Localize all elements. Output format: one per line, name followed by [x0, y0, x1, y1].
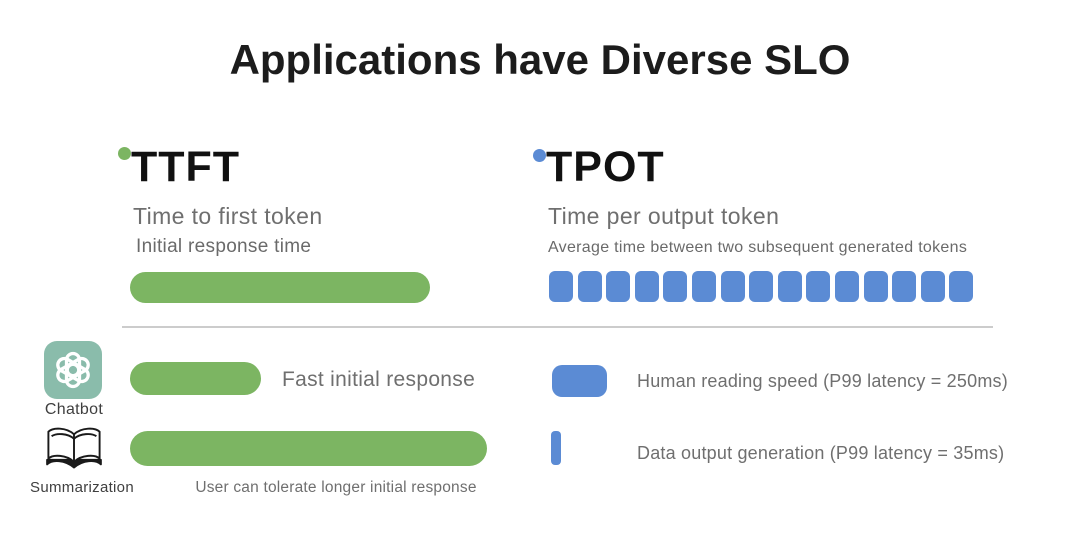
- ttft-description: Initial response time: [136, 236, 312, 257]
- tpot-description: Average time between two subsequent gene…: [548, 239, 968, 256]
- tpot-token-row: [549, 271, 974, 302]
- chatbot-tpot-bar: [552, 365, 607, 397]
- ttft-bullet-dot: [118, 147, 131, 160]
- ttft-heading: TTFT: [131, 143, 241, 191]
- tpot-full-name: Time per output token: [548, 203, 780, 229]
- tpot-bullet-dot: [533, 149, 546, 162]
- summarization-ttft-note: User can tolerate longer initial respons…: [195, 479, 477, 496]
- tpot-token-square: [920, 271, 945, 302]
- tpot-token-square: [863, 271, 888, 302]
- chatbot-label: Chatbot: [44, 401, 104, 418]
- tpot-token-square: [892, 271, 917, 302]
- open-book-icon: [46, 427, 102, 469]
- tpot-token-square: [949, 271, 974, 302]
- ttft-full-name: Time to first token: [133, 203, 323, 229]
- tpot-token-square: [749, 271, 774, 302]
- tpot-heading: TPOT: [546, 143, 665, 191]
- summarization-ttft-bar: [130, 431, 487, 466]
- chatgpt-logo-icon: [44, 341, 102, 399]
- chatbot-ttft-bar: [130, 362, 261, 395]
- slide-title: Applications have Diverse SLO: [229, 36, 851, 83]
- tpot-token-square: [691, 271, 716, 302]
- tpot-token-square: [577, 271, 602, 302]
- tpot-token-square: [777, 271, 802, 302]
- tpot-token-square: [806, 271, 831, 302]
- summarization-tpot-bar: [551, 431, 561, 465]
- tpot-token-square: [606, 271, 631, 302]
- summarization-label: Summarization: [30, 479, 134, 496]
- tpot-token-square: [834, 271, 859, 302]
- tpot-token-square: [663, 271, 688, 302]
- chatbot-ttft-note: Fast initial response: [282, 368, 476, 391]
- section-divider: [122, 326, 993, 328]
- tpot-token-square: [634, 271, 659, 302]
- tpot-token-square: [720, 271, 745, 302]
- summarization-tpot-note: Data output generation (P99 latency = 35…: [637, 443, 1005, 463]
- tpot-token-square: [549, 271, 573, 302]
- chatbot-tpot-note: Human reading speed (P99 latency = 250ms…: [637, 371, 1008, 391]
- ttft-latency-bar: [130, 272, 430, 303]
